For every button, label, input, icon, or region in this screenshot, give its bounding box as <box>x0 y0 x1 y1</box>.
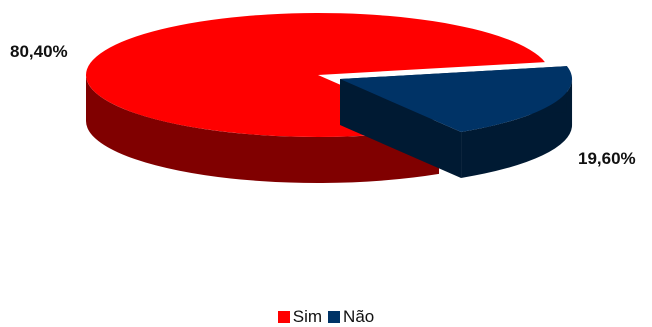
data-label-sim: 80,40% <box>10 42 68 61</box>
legend-swatch-sim <box>277 311 290 323</box>
pie-wall-no-1 <box>340 79 462 178</box>
pie-slice-sim <box>86 12 545 137</box>
legend-swatch-nao <box>328 311 341 323</box>
legend-label-sim: Sim <box>292 307 323 326</box>
legend: Sim Não <box>0 307 652 327</box>
legend-label-nao: Não <box>343 307 375 326</box>
pie-slice-no <box>340 66 573 132</box>
pie-side-sim-0 <box>86 75 440 183</box>
legend-item-nao: Não <box>328 307 374 327</box>
pie-side-no-0 <box>461 79 573 178</box>
data-label-nao: 19,60% <box>578 149 636 168</box>
legend-item-sim: Sim <box>277 307 323 327</box>
